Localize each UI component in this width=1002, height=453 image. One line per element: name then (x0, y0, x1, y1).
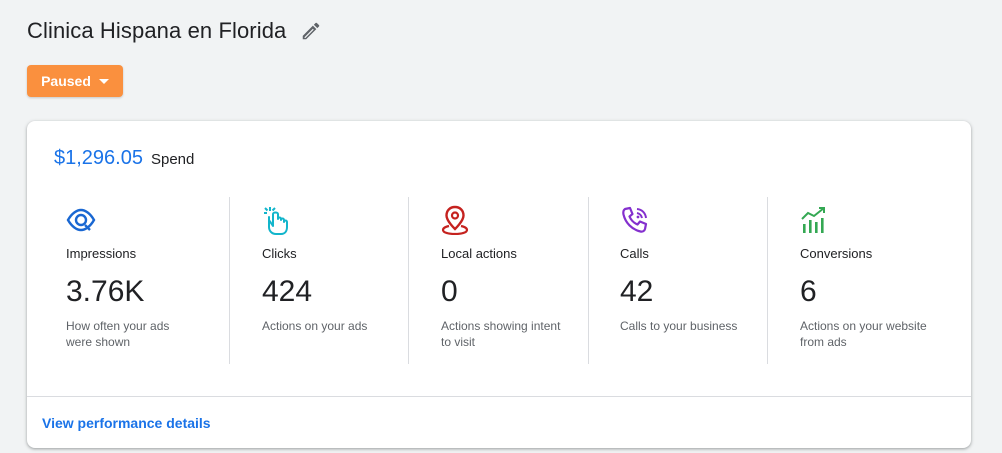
metric-clicks: Clicks 424 Actions on your ads (262, 197, 412, 364)
metric-label: Calls (620, 246, 649, 261)
divider (408, 197, 409, 364)
header: Clinica Hispana en Florida (27, 18, 322, 44)
caret-down-icon (98, 78, 109, 84)
tap-icon (262, 205, 292, 235)
divider (588, 197, 589, 364)
metric-label: Local actions (441, 246, 517, 261)
phone-call-icon (620, 205, 650, 235)
eye-icon (66, 205, 96, 235)
metrics-row: Impressions 3.76K How often your ads wer… (27, 197, 971, 364)
metric-label: Impressions (66, 246, 137, 261)
campaign-title: Clinica Hispana en Florida (27, 18, 287, 43)
location-pin-icon (441, 205, 471, 236)
metric-value: 3.76K (66, 275, 145, 308)
metric-conversions: Conversions 6 Actions on your website fr… (800, 197, 950, 364)
spend-summary: $1,296.05 Spend (54, 147, 194, 170)
metric-value: 0 (441, 275, 458, 308)
spend-amount: $1,296.05 (54, 147, 143, 169)
metric-description: Actions showing intent to visit (441, 319, 561, 349)
metric-description: Actions on your website from ads (800, 319, 927, 349)
spend-label: Spend (150, 151, 195, 168)
divider (229, 197, 230, 364)
pencil-edit-icon[interactable] (300, 20, 322, 42)
metric-label: Conversions (800, 246, 873, 261)
metric-impressions: Impressions 3.76K How often your ads wer… (66, 197, 216, 364)
metric-description: Calls to your business (620, 319, 738, 333)
metric-calls: Calls 42 Calls to your business (620, 197, 770, 364)
performance-card: $1,296.05 Spend Impressions 3.76K How of… (27, 121, 971, 448)
conversions-chart-icon (800, 205, 830, 235)
metric-value: 6 (800, 275, 817, 308)
view-performance-details-link[interactable]: View performance details (42, 415, 211, 431)
metric-value: 42 (620, 275, 654, 308)
card-divider (27, 396, 971, 397)
metric-description: How often your ads were shown (66, 319, 170, 349)
metric-label: Clicks (262, 246, 297, 261)
status-label: Paused (41, 73, 91, 89)
metric-description: Actions on your ads (262, 319, 368, 333)
metric-value: 424 (262, 275, 313, 308)
divider (767, 197, 768, 364)
status-dropdown-button[interactable]: Paused (27, 65, 123, 97)
metric-local-actions: Local actions 0 Actions showing intent t… (441, 197, 591, 364)
